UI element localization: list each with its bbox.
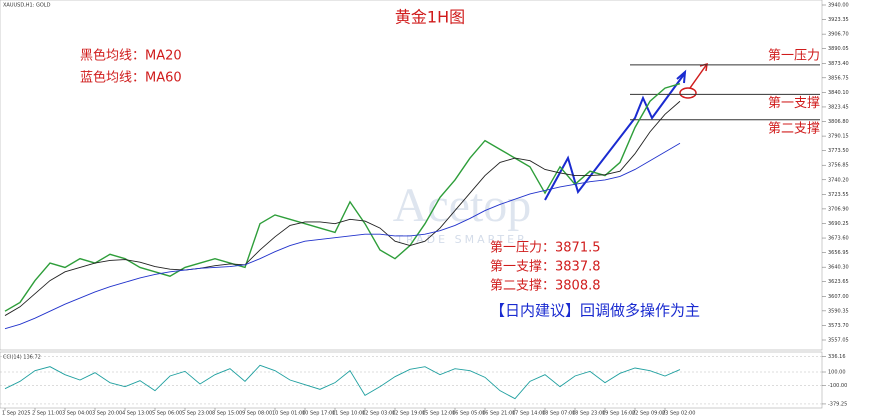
symbol: XAUUSD,H1: GOLD xyxy=(3,3,51,9)
y-tick-label: 336.16 xyxy=(828,354,846,360)
chart-title: 黄金1H图 xyxy=(395,8,465,27)
main-frame xyxy=(0,0,823,351)
x-tick-label: 3 Sep 20:00 xyxy=(92,411,122,417)
x-tick-label: 3 Sep 04:00 xyxy=(62,411,92,417)
y-tick-label: 100.00 xyxy=(828,370,846,376)
x-tick-label: 2 Sep 11:00 xyxy=(32,411,62,417)
x-tick-label: 8 Sep 15:00 xyxy=(212,411,242,417)
level-text: 第一支撑：3837.8 xyxy=(490,260,601,275)
y-tick-label: 3656.95 xyxy=(828,250,849,256)
y-tick-label: 3723.55 xyxy=(828,192,849,198)
x-tick-label: 9 Sep 08:00 xyxy=(242,411,272,417)
annotation: 黑色均线：MA20 xyxy=(80,48,182,64)
y-tick-label: 3640.30 xyxy=(828,265,849,271)
y-tick-label: 3940.00 xyxy=(828,3,849,9)
y-tick-label: 3873.40 xyxy=(828,61,849,67)
red-arrow xyxy=(689,63,708,89)
x-tick-label: 5 Sep 06:00 xyxy=(152,411,182,417)
cci-title: CCI(14) 136.72 xyxy=(3,355,41,361)
sub-frame xyxy=(0,351,823,409)
x-tick-label: 11 Sep 10:00 xyxy=(332,411,365,417)
level-label: 第二支撑 xyxy=(768,121,820,136)
x-tick-label: 19 Sep 16:00 xyxy=(602,411,635,417)
x-tick-label: 10 Sep 01:00 xyxy=(272,411,305,417)
x-tick-label: 23 Sep 02:00 xyxy=(662,411,695,417)
y-tick-label: 3590.35 xyxy=(828,308,849,314)
y-tick-label: 3690.25 xyxy=(828,221,849,227)
x-tick-label: 15 Sep 12:00 xyxy=(422,411,455,417)
level-label: 第一压力 xyxy=(768,48,820,63)
series-line xyxy=(4,100,681,316)
x-tick-label: 17 Sep 14:00 xyxy=(512,411,545,417)
y-tick-label: 3557.05 xyxy=(828,338,849,344)
arrow-head xyxy=(676,69,687,84)
y-tick-label: 3790.15 xyxy=(828,134,849,140)
y-tick-label: 3923.35 xyxy=(828,17,849,23)
level-label: 第一支撑 xyxy=(768,96,820,111)
x-tick-label: 16 Sep 21:00 xyxy=(482,411,515,417)
y-tick-label: 3840.10 xyxy=(828,90,849,96)
series-line xyxy=(4,142,681,330)
x-tick-label: 22 Sep 09:00 xyxy=(632,411,665,417)
y-tick-label: 3856.75 xyxy=(828,75,849,81)
y-tick-label: 3823.45 xyxy=(828,104,849,110)
y-tick-label: 3673.60 xyxy=(828,236,849,242)
y-tick-label: 3890.05 xyxy=(828,46,849,52)
y-tick-label: 3607.00 xyxy=(828,294,849,300)
annotation: 蓝色均线：MA60 xyxy=(80,70,182,86)
y-tick-label: -379.25 xyxy=(828,401,847,407)
y-tick-label: 3623.65 xyxy=(828,279,849,285)
y-tick-label: 3756.85 xyxy=(828,163,849,169)
y-tick-label: 3773.50 xyxy=(828,148,849,154)
y-tick-label: 3706.90 xyxy=(828,206,849,212)
x-tick-label: 18 Sep 07:00 xyxy=(542,411,575,417)
series-line xyxy=(4,364,681,400)
y-tick-label: 3573.70 xyxy=(828,323,849,329)
watermark: Acetop xyxy=(393,179,532,232)
annotation: 【日内建议】回调做多操作为主 xyxy=(490,302,700,320)
level-text: 第一压力：3871.5 xyxy=(490,241,601,256)
watermark: TRADE SMARTER xyxy=(395,233,528,246)
x-tick-label: 10 Sep 17:00 xyxy=(302,411,335,417)
x-tick-label: 4 Sep 13:00 xyxy=(122,411,152,417)
x-tick-label: 12 Sep 19:00 xyxy=(392,411,425,417)
x-tick-label: 18 Sep 23:00 xyxy=(572,411,605,417)
y-tick-label: 3806.80 xyxy=(828,119,849,125)
x-tick-label: 12 Sep 03:00 xyxy=(362,411,395,417)
x-tick-label: 16 Sep 05:00 xyxy=(452,411,485,417)
series-line xyxy=(4,83,681,312)
x-tick-label: 1 Sep 2025 xyxy=(2,411,31,417)
x-tick-label: 5 Sep 23:00 xyxy=(182,411,212,417)
level-text: 第二支撑：3808.8 xyxy=(490,279,601,294)
y-tick-label: 3740.20 xyxy=(828,177,849,183)
highlight xyxy=(679,87,697,99)
y-tick-label: -100.00 xyxy=(828,383,847,389)
y-tick-label: 3906.70 xyxy=(828,32,849,38)
trend-arrow xyxy=(544,72,686,201)
